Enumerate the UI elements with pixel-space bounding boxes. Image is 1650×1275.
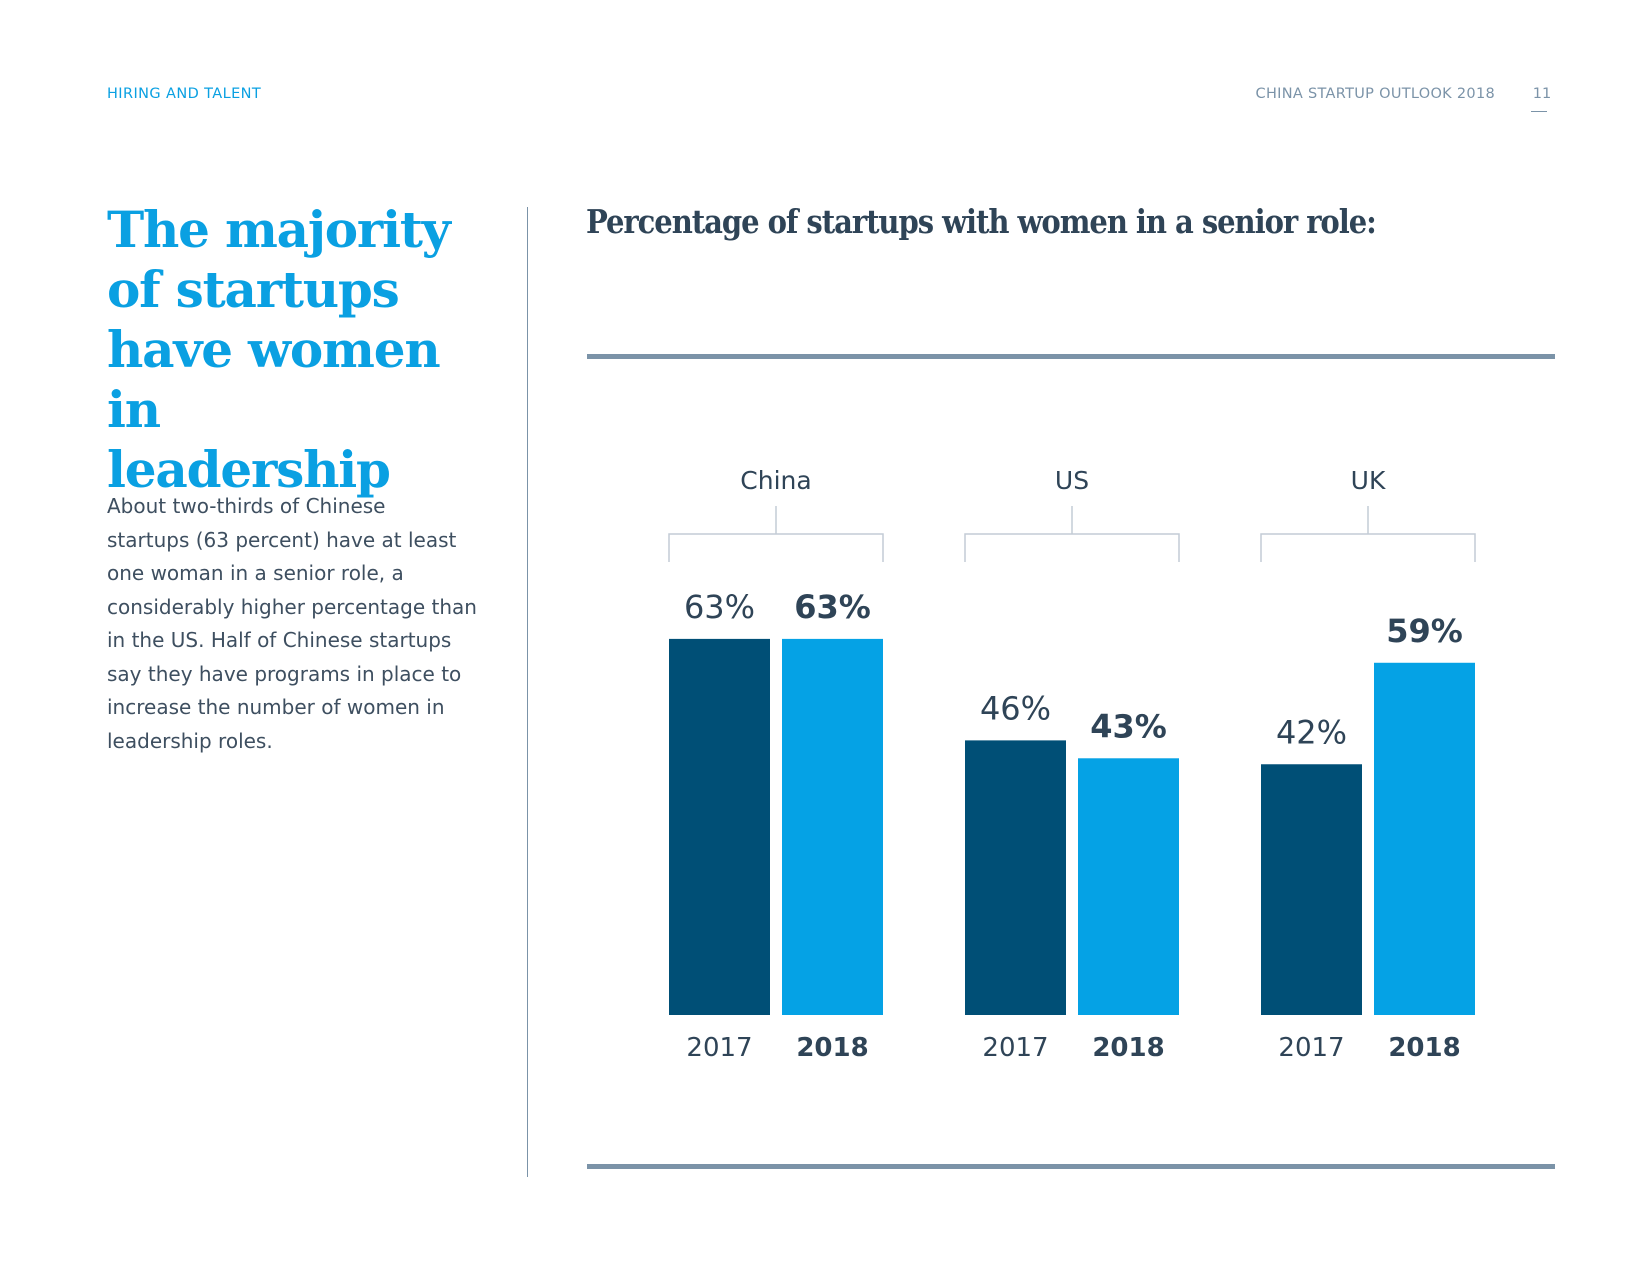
category-label-uk: UK [1351, 466, 1386, 495]
category-label-us: US [1055, 466, 1089, 495]
bar-us-2018 [1078, 758, 1179, 1015]
body-line: increase the number of women in [107, 695, 445, 719]
body-line: About two-thirds of Chinese [107, 494, 386, 518]
publication-title: CHINA STARTUP OUTLOOK 2018 [1255, 86, 1495, 102]
bracket [1260, 533, 1476, 562]
headline-line: leadership [107, 440, 391, 499]
chart-title: Percentage of startups with women in a s… [586, 202, 1377, 241]
value-label-uk-2017: 42% [1276, 713, 1347, 751]
bar-us-2017 [965, 740, 1066, 1015]
bracket [964, 533, 1180, 562]
year-label-us-2018: 2018 [1092, 1033, 1164, 1063]
section-label: HIRING AND TALENT [107, 86, 262, 102]
page-number: 11 [1532, 86, 1552, 102]
bar-china-2017 [669, 638, 770, 1015]
body-line: one woman in a senior role, a [107, 561, 404, 585]
column-divider [527, 207, 528, 1177]
chart-bottom-rule [587, 1164, 1555, 1169]
year-label-us-2017: 2017 [982, 1033, 1048, 1063]
bracket [668, 533, 884, 562]
value-label-china-2017: 63% [684, 588, 755, 626]
page-number-underline [1531, 111, 1547, 112]
year-label-uk-2017: 2017 [1278, 1033, 1344, 1063]
value-label-us-2018: 43% [1090, 707, 1167, 745]
bar-china-2018 [782, 638, 883, 1015]
bar-uk-2018 [1374, 662, 1475, 1015]
headline-line: The majority [107, 200, 451, 259]
value-label-china-2018: 63% [794, 588, 871, 626]
body-paragraph: About two-thirds of Chinese startups (63… [107, 490, 482, 758]
chart-top-rule [587, 354, 1555, 359]
year-label-uk-2018: 2018 [1388, 1033, 1460, 1063]
year-label-china-2018: 2018 [796, 1033, 868, 1063]
headline-line: of startups [107, 260, 400, 319]
year-label-china-2017: 2017 [686, 1033, 752, 1063]
body-line: in the US. Half of Chinese startups [107, 628, 452, 652]
body-line: startups (63 percent) have at least [107, 527, 457, 552]
value-label-uk-2018: 59% [1386, 612, 1463, 650]
body-line: say they have programs in place to [107, 661, 462, 686]
category-label-china: China [740, 466, 811, 495]
headline: The majority of startups have women in l… [107, 200, 487, 500]
body-line: leadership roles. [107, 728, 273, 753]
bar-uk-2017 [1261, 764, 1362, 1015]
value-label-us-2017: 46% [980, 689, 1051, 727]
headline-line: have women in [107, 320, 441, 439]
body-line: considerably higher percentage than [107, 594, 477, 619]
